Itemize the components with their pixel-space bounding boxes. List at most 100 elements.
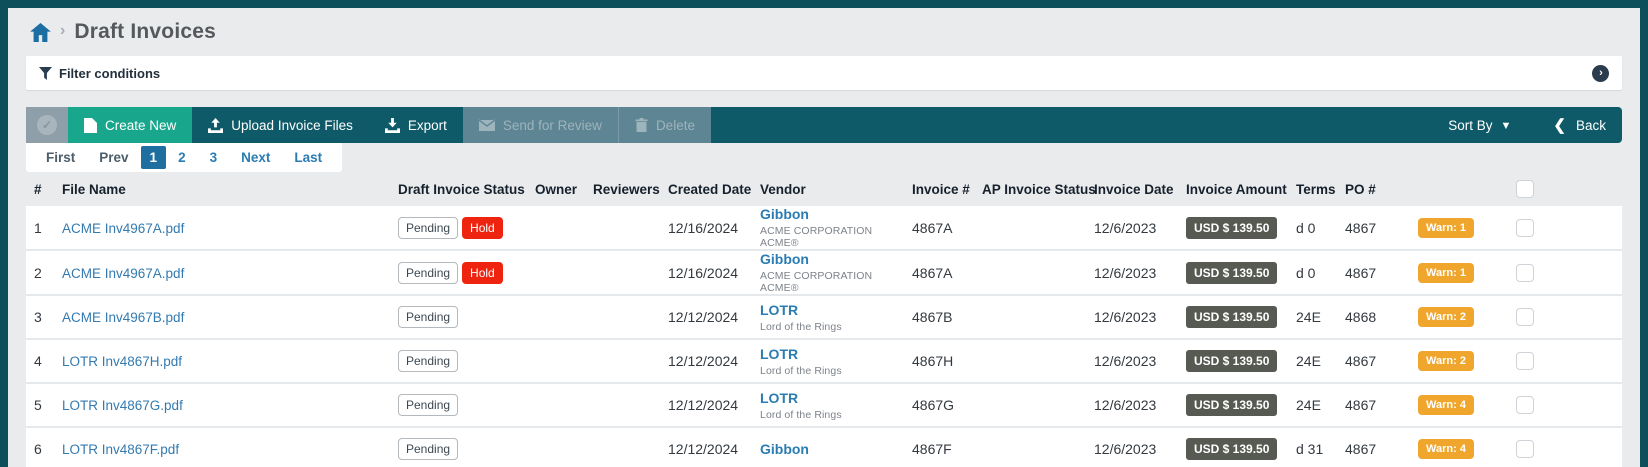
invoice-number-cell: 4867B <box>912 309 953 325</box>
warning-badge[interactable]: Warn: 1 <box>1418 262 1474 283</box>
po-number-cell: 4867 <box>1345 441 1377 457</box>
warning-badge[interactable]: Warn: 2 <box>1418 307 1474 327</box>
file-link[interactable]: ACME Inv4967A.pdf <box>62 265 185 281</box>
page-title: Draft Invoices <box>74 20 217 43</box>
po-number-cell: 4867 <box>1345 397 1377 413</box>
row-checkbox[interactable] <box>1515 218 1534 237</box>
row-checkbox[interactable] <box>1515 440 1534 458</box>
invoice-number-cell: 4867A <box>912 219 953 236</box>
row-checkbox[interactable] <box>1515 263 1534 282</box>
table-body: 1 ACME Inv4967A.pdf Pending Hold 12/16/2024 G… <box>26 206 1622 467</box>
invoice-date-cell: 12/6/2023 <box>1094 353 1157 369</box>
vendor-link[interactable]: LOTR <box>760 345 799 362</box>
invoice-date-cell: 12/6/2023 <box>1094 397 1157 413</box>
table-row: 4 LOTR Inv4867H.pdf Pending 12/12/2024 LOTR L… <box>26 340 1622 384</box>
terms-cell: 24E <box>1296 309 1321 325</box>
create-new-button[interactable]: Create New <box>68 107 193 143</box>
pagination-item-last[interactable]: Last <box>294 150 323 165</box>
draft-status-cell: Pending Hold <box>390 216 527 239</box>
toolbar: ✓ Create New Upload Invoice Files Export… <box>26 107 1622 143</box>
table-row: 2 ACME Inv4967A.pdf Pending Hold 12/16/2024 G… <box>26 251 1622 296</box>
file-icon <box>84 117 97 133</box>
invoice-number-cell: 4867G <box>912 397 955 413</box>
pagination: First Prev 1 2 3 Next Last <box>26 143 343 172</box>
filter-conditions-bar[interactable]: Filter conditions › <box>26 56 1622 90</box>
file-link[interactable]: LOTR Inv4867G.pdf <box>62 398 183 413</box>
vendor-subtitle: ACME CORPORATION ACME® <box>760 225 873 249</box>
warning-badge[interactable]: Warn: 2 <box>1418 351 1474 371</box>
vendor-link[interactable]: Gibbon <box>760 441 809 457</box>
invoice-table: # File Name Draft Invoice Status Owner Revie… <box>26 172 1622 467</box>
status-badge-pending: Pending <box>398 438 459 460</box>
export-button[interactable]: Export <box>369 107 463 143</box>
file-name-cell: ACME Inv4967B.pdf <box>54 309 390 325</box>
status-badge-pending: Pending <box>398 350 459 372</box>
sort-by-button[interactable]: Sort By ▼ <box>1448 117 1512 133</box>
back-button[interactable]: ❮ Back <box>1553 117 1606 134</box>
pagination-item-prev[interactable]: Prev <box>99 150 129 165</box>
warning-badge[interactable]: Warn: 4 <box>1418 439 1474 459</box>
file-link[interactable]: LOTR Inv4867H.pdf <box>62 354 183 369</box>
warn-cell: Warn: 4 <box>1397 395 1487 415</box>
select-all-checkbox[interactable] <box>1515 180 1534 198</box>
filter-expand-icon[interactable]: › <box>1592 64 1609 82</box>
warning-badge[interactable]: Warn: 1 <box>1418 217 1474 238</box>
file-link[interactable]: LOTR Inv4867F.pdf <box>62 442 180 457</box>
row-number: 5 <box>34 397 42 413</box>
row-checkbox[interactable] <box>1515 352 1534 370</box>
column-header: # <box>34 181 42 197</box>
draft-status-cell: Pending <box>390 438 527 460</box>
warn-cell: Warn: 2 <box>1397 351 1487 371</box>
home-icon[interactable] <box>30 22 51 42</box>
delete-button: Delete <box>617 107 711 143</box>
row-checkbox-cell <box>1487 218 1622 237</box>
pagination-item-next[interactable]: Next <box>241 150 271 165</box>
vendor-subtitle: ACME CORPORATION ACME® <box>760 270 873 294</box>
warning-badge[interactable]: Warn: 4 <box>1418 395 1474 415</box>
vendor-cell: Gibbon ACME CORPORATION ACME® <box>752 206 904 249</box>
chevron-left-icon: ❮ <box>1553 117 1566 134</box>
terms-cell: d 31 <box>1296 441 1324 457</box>
table-row: 3 ACME Inv4967B.pdf Pending 12/12/2024 LOTR L… <box>26 296 1622 340</box>
breadcrumb: › Draft Invoices <box>26 8 1622 56</box>
column-header: Created Date <box>668 181 752 197</box>
filter-conditions-label: Filter conditions <box>59 65 161 81</box>
vendor-cell: Gibbon <box>752 441 904 457</box>
status-badge-hold: Hold <box>462 216 503 239</box>
file-name-cell: LOTR Inv4867G.pdf <box>54 397 390 413</box>
vendor-link[interactable]: LOTR <box>760 389 799 406</box>
file-name-cell: LOTR Inv4867F.pdf <box>54 441 390 457</box>
select-all-button[interactable]: ✓ <box>26 107 68 143</box>
po-number-cell: 4867 <box>1345 353 1377 369</box>
file-name-cell: LOTR Inv4867H.pdf <box>54 353 390 369</box>
vendor-link[interactable]: LOTR <box>760 301 799 318</box>
table-row: 5 LOTR Inv4867G.pdf Pending 12/12/2024 LOTR L… <box>26 384 1622 428</box>
created-date-cell: 12/16/2024 <box>668 264 739 281</box>
row-number: 4 <box>34 353 42 369</box>
check-circle-icon: ✓ <box>37 115 57 135</box>
row-checkbox-cell <box>1487 308 1622 326</box>
table-row: 6 LOTR Inv4867F.pdf Pending 12/12/2024 Gibbo… <box>26 428 1622 467</box>
warn-cell: Warn: 1 <box>1397 262 1487 283</box>
row-checkbox[interactable] <box>1515 396 1534 414</box>
file-link[interactable]: ACME Inv4967B.pdf <box>62 310 185 325</box>
invoice-amount-cell: USD $ 139.50 <box>1178 261 1288 284</box>
invoice-number-cell: 4867A <box>912 264 953 281</box>
terms-cell: d 0 <box>1296 264 1316 281</box>
pagination-item-1[interactable]: 1 <box>140 146 167 169</box>
amount-badge: USD $ 139.50 <box>1186 261 1278 284</box>
pagination-item-3[interactable]: 3 <box>209 150 218 165</box>
row-checkbox[interactable] <box>1515 308 1534 326</box>
invoice-amount-cell: USD $ 139.50 <box>1178 306 1288 328</box>
trash-icon <box>635 118 648 132</box>
vendor-link[interactable]: Gibbon <box>760 251 809 267</box>
vendor-link[interactable]: Gibbon <box>760 206 809 222</box>
invoice-date-cell: 12/6/2023 <box>1094 219 1157 236</box>
pagination-item-2[interactable]: 2 <box>178 150 186 165</box>
toolbar-spacer <box>711 107 1432 143</box>
upload-invoice-files-button[interactable]: Upload Invoice Files <box>192 107 369 143</box>
pagination-item-first[interactable]: First <box>46 150 76 165</box>
column-header: Invoice # <box>912 181 970 197</box>
file-link[interactable]: ACME Inv4967A.pdf <box>62 220 185 236</box>
